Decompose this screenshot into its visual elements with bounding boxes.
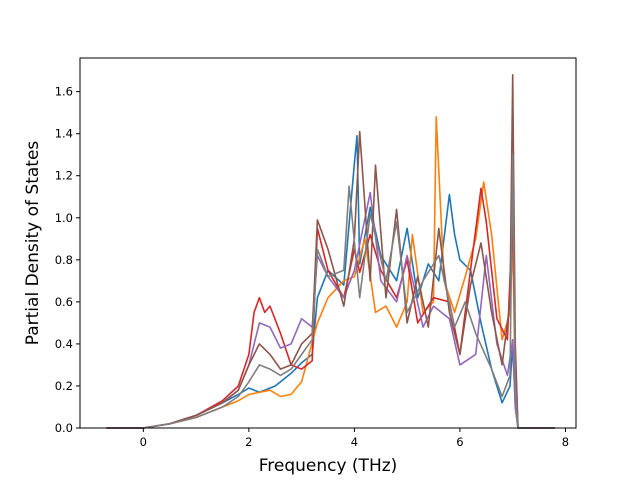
y-tick-label: 0.0 [55,421,73,435]
y-tick-label: 0.8 [55,253,73,267]
series-line-5 [106,74,555,429]
y-tick-label: 0.6 [55,295,73,309]
x-axis-label: Frequency (THz) [259,456,398,476]
y-tick-label: 1.6 [55,85,73,99]
series-line-2 [106,116,555,429]
y-axis-label: Partial Density of States [23,141,43,346]
plot-frame [79,57,577,429]
x-tick-label: 4 [351,435,358,449]
y-tick-label: 1.2 [55,169,73,183]
x-tick-label: 8 [562,435,569,449]
y-tick-label: 1.4 [55,127,73,141]
series-layer [106,74,555,429]
x-tick-label: 6 [456,435,463,449]
series-line-3 [106,187,555,429]
y-tick-label: 0.4 [55,337,73,351]
x-tick-label: 0 [140,435,147,449]
series-line-6 [106,153,555,429]
y-tick-label: 1.0 [55,211,73,225]
x-axis-ticks: 0 2 4 6 8 [140,428,569,449]
y-axis-ticks: 0.0 0.2 0.4 0.6 0.8 1.0 1.2 1.4 1.6 [55,85,80,435]
x-tick-label: 2 [245,435,252,449]
y-tick-label: 0.2 [55,379,73,393]
